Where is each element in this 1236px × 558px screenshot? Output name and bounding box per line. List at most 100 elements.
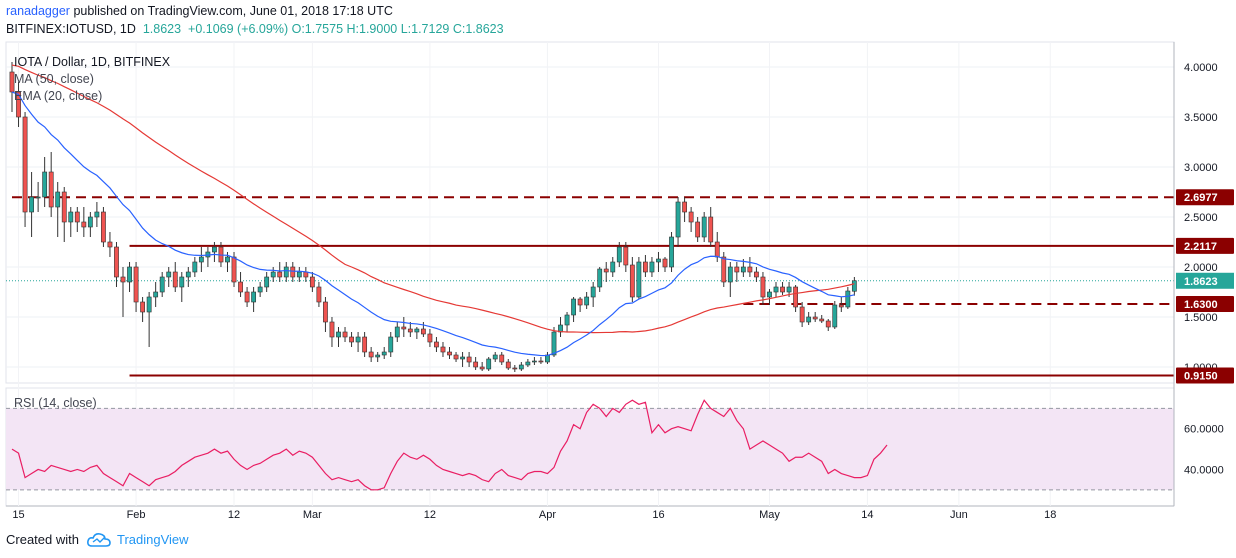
candles xyxy=(9,62,857,372)
legend-ma[interactable]: MA (50, close) xyxy=(14,72,94,86)
rsi-tick-label: 60.0000 xyxy=(1184,424,1224,436)
x-tick-label: 14 xyxy=(861,509,873,521)
candle-body xyxy=(29,196,34,213)
candle-body xyxy=(754,271,759,278)
candle-body xyxy=(140,301,145,313)
candle-body xyxy=(564,314,570,326)
candle-body xyxy=(414,328,420,333)
candle-body xyxy=(290,266,296,278)
candle-body xyxy=(525,361,531,366)
top-bar: ranadagger published on TradingView.com,… xyxy=(0,0,1236,42)
change-text: +0.1069 (+6.09%) xyxy=(188,22,289,36)
candle-body xyxy=(812,316,818,320)
candle-body xyxy=(159,276,165,293)
rsi-legend[interactable]: RSI (14, close) xyxy=(14,396,97,410)
candle-body xyxy=(114,246,119,278)
candle-body xyxy=(832,304,838,328)
candle-body xyxy=(825,320,831,328)
candle-body xyxy=(492,354,498,360)
ma50-line xyxy=(11,64,855,334)
candle-body xyxy=(264,276,270,288)
candle-body xyxy=(336,331,341,338)
candle-body xyxy=(375,354,381,358)
y-tick-label: 3.5000 xyxy=(1184,112,1218,124)
candle-body xyxy=(355,336,361,343)
candle-body xyxy=(185,271,191,278)
candle-body xyxy=(231,256,237,283)
candle-body xyxy=(597,268,603,288)
rsi-pane xyxy=(6,399,1174,491)
candle-body xyxy=(799,306,805,323)
candle-body xyxy=(48,171,54,208)
cloud-icon xyxy=(87,532,111,547)
candle-body xyxy=(270,271,276,278)
candle-body xyxy=(434,341,439,348)
candle-body xyxy=(146,296,152,313)
candle-body xyxy=(623,246,629,266)
candle-body xyxy=(120,276,126,283)
candle-body xyxy=(747,266,753,273)
candle-body xyxy=(283,266,289,278)
candle-body xyxy=(74,211,80,223)
candle-body xyxy=(760,276,766,298)
candle-body xyxy=(806,316,812,323)
candle-body xyxy=(656,258,661,263)
candle-body xyxy=(538,360,544,363)
legend-title: IOTA / Dollar, 1D, BITFINEX xyxy=(14,55,171,69)
x-tick-label: May xyxy=(759,509,780,521)
candle-body xyxy=(244,291,250,303)
tradingview-logo[interactable]: TradingView xyxy=(87,532,189,547)
candle-body xyxy=(571,298,576,316)
candle-body xyxy=(61,191,67,223)
publisher-name[interactable]: ranadagger xyxy=(6,4,70,18)
candle-body xyxy=(838,304,844,308)
created-with-text: Created with xyxy=(6,532,79,547)
candle-body xyxy=(845,290,851,308)
publish-info: ranadagger published on TradingView.com,… xyxy=(6,4,393,18)
x-tick-label: 18 xyxy=(1044,509,1056,521)
axes: 1.00001.50002.00002.50003.00003.50004.00… xyxy=(12,42,1234,521)
candle-body xyxy=(590,286,596,298)
candle-body xyxy=(714,241,720,258)
candle-body xyxy=(94,211,100,218)
candle-body xyxy=(793,286,798,308)
candle-body xyxy=(212,246,217,253)
candle-body xyxy=(603,268,609,273)
candle-body xyxy=(401,326,407,330)
candle-body xyxy=(342,331,348,338)
candle-body xyxy=(473,361,479,368)
candle-body xyxy=(616,246,622,263)
candle-body xyxy=(819,318,825,322)
candle-body xyxy=(466,356,472,363)
x-tick-label: 12 xyxy=(424,509,436,521)
candle-body xyxy=(780,286,785,293)
candle-body xyxy=(349,336,354,343)
rsi-line xyxy=(11,399,888,491)
ohlc-text: O:1.7575 H:1.9000 L:1.7129 C:1.8623 xyxy=(291,22,504,36)
candle-body xyxy=(251,291,257,303)
tradingview-brand: TradingView xyxy=(116,532,189,547)
candle-body xyxy=(682,201,687,213)
level-tag-label: 0.9150 xyxy=(1184,371,1218,383)
candle-body xyxy=(238,281,243,293)
candle-body xyxy=(773,286,779,293)
y-tick-label: 2.0000 xyxy=(1184,262,1218,274)
candle-body xyxy=(225,256,230,263)
candle-body xyxy=(610,261,616,273)
candle-body xyxy=(179,276,185,288)
candle-body xyxy=(512,367,518,370)
candle-body xyxy=(55,191,61,208)
candle-body xyxy=(368,351,374,358)
candle-body xyxy=(127,266,132,283)
candle-body xyxy=(68,211,74,223)
level-tag xyxy=(1176,189,1234,206)
legend-ema[interactable]: EMA (20, close) xyxy=(14,89,103,103)
symbol-name: BITFINEX:IOTUSD, 1D xyxy=(6,22,136,36)
x-tick-label: Jun xyxy=(950,509,968,521)
candle-body xyxy=(662,258,668,268)
horizontal-levels xyxy=(6,196,1174,377)
candle-body xyxy=(35,196,41,199)
candle-body xyxy=(767,291,772,298)
candle-body xyxy=(629,264,635,298)
